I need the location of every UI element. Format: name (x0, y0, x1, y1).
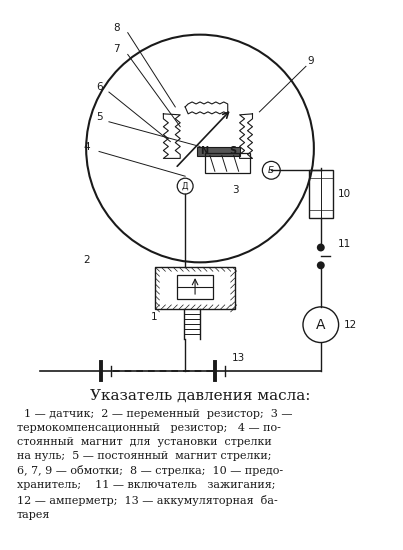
Text: Б: Б (268, 166, 274, 175)
Text: Указатель давления масла:: Указатель давления масла: (90, 389, 310, 403)
Bar (156, 267, 235, 309)
Bar (197, 146, 240, 156)
Text: Д: Д (182, 182, 189, 191)
Text: S: S (230, 146, 237, 156)
Text: 9: 9 (307, 57, 314, 67)
Text: 11: 11 (338, 239, 351, 249)
Text: 1: 1 (150, 312, 157, 322)
Bar (309, 170, 332, 218)
Text: 12: 12 (344, 320, 357, 329)
Bar (177, 275, 213, 299)
Text: 2: 2 (83, 255, 90, 265)
Text: N: N (200, 146, 208, 156)
Text: 10: 10 (338, 189, 351, 199)
Bar (205, 153, 249, 173)
Text: 6: 6 (96, 82, 103, 92)
Circle shape (317, 261, 325, 270)
Text: 3: 3 (232, 185, 238, 195)
Text: 7: 7 (113, 45, 120, 54)
Text: 8: 8 (113, 23, 120, 32)
Text: 5: 5 (96, 112, 103, 122)
Text: 13: 13 (232, 353, 245, 364)
Text: A: A (316, 318, 326, 332)
Text: 1 — датчик;  2 — переменный  резистор;  3 —
термокомпенсационный   резистор;   4: 1 — датчик; 2 — переменный резистор; 3 —… (17, 409, 292, 520)
Circle shape (317, 244, 325, 251)
Text: 4: 4 (83, 141, 90, 151)
